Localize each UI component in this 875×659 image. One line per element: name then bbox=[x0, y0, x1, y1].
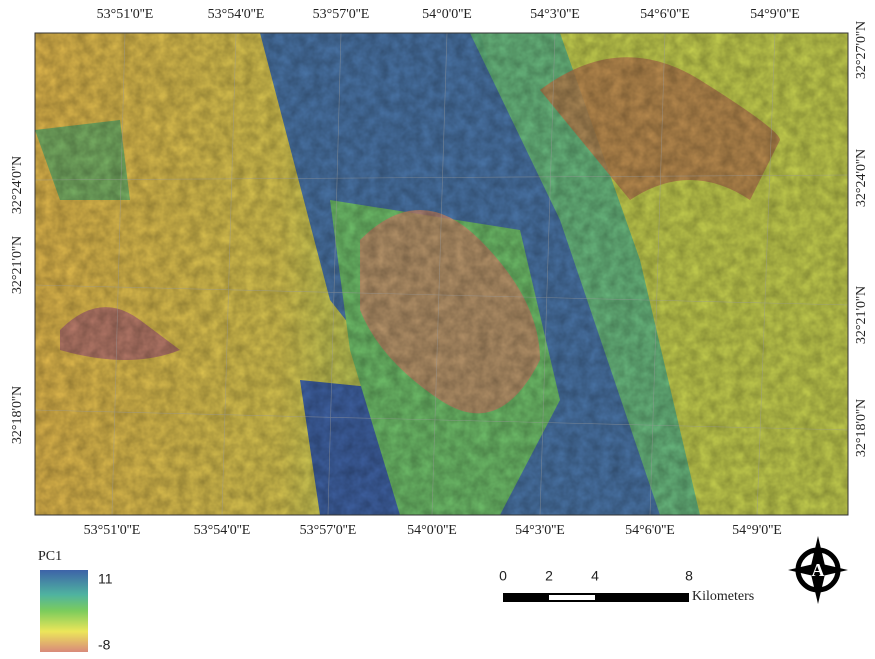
top-coord-label: 53°54'0''E bbox=[208, 7, 265, 22]
legend-colorbar bbox=[40, 570, 88, 652]
bottom-coord-label: 54°3'0''E bbox=[515, 523, 565, 538]
top-coord-label: 53°57'0''E bbox=[313, 7, 370, 22]
bottom-coord-label: 54°9'0''E bbox=[732, 523, 782, 538]
top-coord-label: 54°9'0''E bbox=[750, 7, 800, 22]
scale-bar bbox=[503, 593, 689, 602]
top-coord-label: 54°6'0''E bbox=[640, 7, 690, 22]
scale-unit: Kilometers bbox=[692, 589, 754, 604]
legend-low: -8 bbox=[98, 637, 111, 653]
top-coord-label: 54°3'0''E bbox=[530, 7, 580, 22]
left-coord-label: 32°24'0''N bbox=[10, 156, 25, 214]
north-arrow: A bbox=[788, 536, 848, 604]
bottom-coord-label: 54°0'0''E bbox=[407, 523, 457, 538]
top-coord-label: 54°0'0''E bbox=[422, 7, 472, 22]
legend-high: 11 bbox=[98, 571, 113, 587]
scale-label: 8 bbox=[685, 568, 693, 584]
map-image bbox=[35, 33, 848, 515]
map-figure: 53°51'0''E 53°54'0''E 53°57'0''E 54°0'0''E 5… bbox=[0, 0, 875, 659]
right-coord-label: 32°27'0''N bbox=[854, 21, 869, 79]
scale-label: 2 bbox=[545, 568, 553, 584]
right-coord-label: 32°24'0''N bbox=[854, 149, 869, 207]
bottom-coord-label: 53°54'0''E bbox=[194, 523, 251, 538]
bottom-coord-label: 53°51'0''E bbox=[84, 523, 141, 538]
svg-text:A: A bbox=[812, 560, 825, 580]
bottom-coord-label: 53°57'0''E bbox=[300, 523, 357, 538]
scale-label: 4 bbox=[591, 568, 599, 584]
bottom-coord-label: 54°6'0''E bbox=[625, 523, 675, 538]
left-coord-label: 32°18'0''N bbox=[10, 386, 25, 444]
legend-title: PC1 bbox=[38, 549, 62, 564]
scale-label: 0 bbox=[499, 568, 507, 584]
right-coord-label: 32°18'0''N bbox=[854, 399, 869, 457]
left-coord-label: 32°21'0''N bbox=[10, 236, 25, 294]
top-coord-label: 53°51'0''E bbox=[97, 7, 154, 22]
right-coord-label: 32°21'0''N bbox=[854, 286, 869, 344]
